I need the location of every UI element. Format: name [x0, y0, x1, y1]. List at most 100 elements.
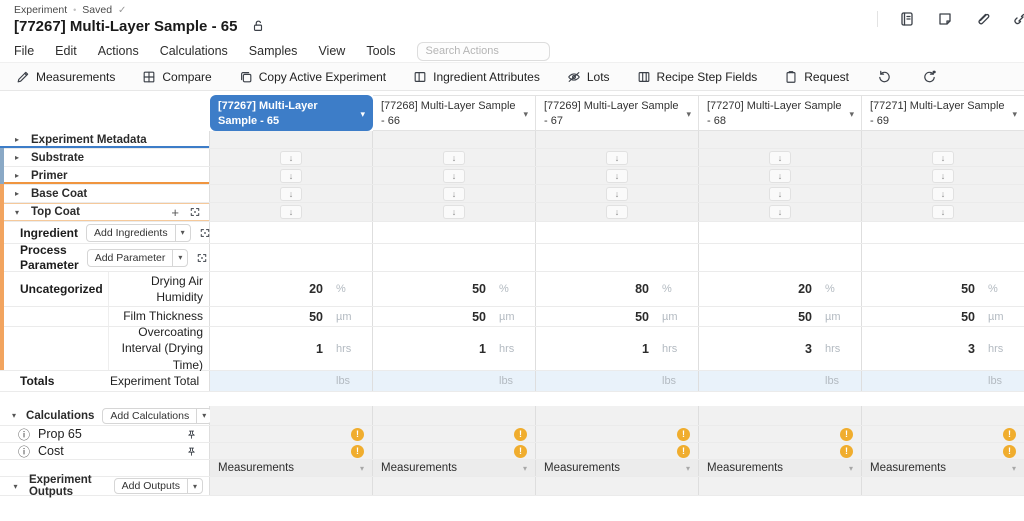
- warning-icon[interactable]: !: [677, 444, 690, 458]
- calc-cell[interactable]: !: [210, 426, 373, 442]
- fill-down-icon[interactable]: ↓: [606, 168, 628, 183]
- fill-down-icon[interactable]: ↓: [932, 168, 954, 183]
- apply-all-icon[interactable]: [199, 227, 211, 239]
- menu-actions[interactable]: Actions: [97, 44, 139, 58]
- apply-all-icon[interactable]: [189, 206, 201, 218]
- measurements-dropdown[interactable]: Measurements ▾: [373, 460, 536, 476]
- fill-down-icon[interactable]: ↓: [932, 150, 954, 165]
- menu-samples[interactable]: Samples: [248, 44, 298, 58]
- calc-cell[interactable]: !: [373, 443, 536, 459]
- fill-down-icon[interactable]: ↓: [606, 205, 628, 219]
- fill-down-icon[interactable]: ↓: [769, 186, 791, 201]
- compare-button[interactable]: Compare: [142, 70, 212, 84]
- menu-file[interactable]: File: [14, 44, 35, 58]
- fill-down-icon[interactable]: ↓: [932, 186, 954, 201]
- recipe-step-fields-button[interactable]: Recipe Step Fields: [637, 70, 757, 84]
- fill-down-icon[interactable]: ↓: [280, 205, 302, 219]
- value-cell[interactable]: 50%: [373, 272, 536, 306]
- add-outputs-button[interactable]: Add Outputs ▾: [113, 478, 203, 494]
- lots-button[interactable]: Lots: [567, 70, 610, 84]
- ingredient-attributes-button[interactable]: Ingredient Attributes: [413, 70, 540, 84]
- breadcrumb-experiment[interactable]: Experiment: [14, 4, 68, 16]
- value-cell[interactable]: 50 µm: [699, 307, 862, 326]
- sample-column-header-77270[interactable]: [77270] Multi-Layer Sample - 68 ▾: [699, 95, 862, 131]
- info-icon[interactable]: ⓘ: [18, 444, 31, 459]
- value-cell[interactable]: 50 µm: [536, 307, 699, 326]
- section-base-coat[interactable]: ▸ Base Coat: [0, 184, 210, 202]
- search-actions-input[interactable]: [416, 41, 550, 61]
- measurements-dropdown[interactable]: Measurements ▾: [536, 460, 699, 476]
- fill-down-icon[interactable]: ↓: [606, 150, 628, 165]
- section-experiment-metadata[interactable]: ▸ Experiment Metadata: [0, 131, 210, 148]
- add-row-button[interactable]: +: [171, 204, 179, 220]
- calc-cell[interactable]: !: [699, 426, 862, 442]
- warning-icon[interactable]: !: [840, 427, 853, 441]
- value-cell[interactable]: 1 hrs: [536, 327, 699, 370]
- value-cell[interactable]: 50 µm: [210, 307, 373, 326]
- value-cell[interactable]: 3 hrs: [699, 327, 862, 370]
- calc-cell[interactable]: !: [862, 426, 1024, 442]
- warning-icon[interactable]: !: [840, 444, 853, 458]
- chevron-down-icon[interactable]: ▾: [172, 249, 187, 266]
- value-cell[interactable]: 3 hrs: [862, 327, 1024, 370]
- fill-down-icon[interactable]: ↓: [932, 205, 954, 219]
- sample-column-header-77269[interactable]: [77269] Multi-Layer Sample - 67 ▾: [536, 95, 699, 131]
- section-substrate[interactable]: ▸ Substrate: [0, 148, 210, 166]
- value-cell[interactable]: 1 hrs: [373, 327, 536, 370]
- sample-column-header-77271[interactable]: [77271] Multi-Layer Sample - 69 ▾: [862, 95, 1024, 131]
- value-cell[interactable]: 50 µm: [862, 307, 1024, 326]
- info-icon[interactable]: ⓘ: [18, 427, 31, 442]
- menu-edit[interactable]: Edit: [55, 44, 77, 58]
- fill-down-icon[interactable]: ↓: [280, 150, 302, 165]
- calc-cell[interactable]: !: [210, 443, 373, 459]
- warning-icon[interactable]: !: [514, 444, 527, 458]
- sample-column-header-77267[interactable]: [77267] Multi-Layer Sample - 65 ▾: [210, 95, 373, 131]
- chevron-down-icon[interactable]: ▾: [1012, 108, 1017, 119]
- section-experiment-outputs[interactable]: ▾ Experiment Outputs Add Outputs ▾: [0, 474, 210, 498]
- fill-down-icon[interactable]: ↓: [280, 186, 302, 201]
- link-icon[interactable]: [1012, 10, 1024, 28]
- expand-icon[interactable]: ▸: [14, 135, 19, 144]
- fill-down-icon[interactable]: ↓: [443, 150, 465, 165]
- value-cell[interactable]: 20%: [210, 272, 373, 306]
- value-cell[interactable]: 20%: [699, 272, 862, 306]
- chevron-down-icon[interactable]: ▾: [360, 108, 365, 119]
- value-cell[interactable]: 1 hrs: [210, 327, 373, 370]
- measurements-dropdown[interactable]: Measurements ▾: [210, 460, 373, 476]
- chevron-down-icon[interactable]: ▾: [686, 108, 691, 119]
- expand-icon[interactable]: ▸: [14, 171, 19, 180]
- measurements-button[interactable]: Measurements: [16, 70, 115, 84]
- fill-down-icon[interactable]: ↓: [280, 168, 302, 183]
- unlock-icon[interactable]: [249, 17, 267, 35]
- value-cell[interactable]: 50 µm: [373, 307, 536, 326]
- calc-cell[interactable]: !: [373, 426, 536, 442]
- calc-cell[interactable]: !: [862, 443, 1024, 459]
- value-cell[interactable]: 50%: [862, 272, 1024, 306]
- expand-icon[interactable]: ▸: [14, 153, 19, 162]
- note-icon[interactable]: [936, 10, 954, 28]
- fill-down-icon[interactable]: ↓: [606, 186, 628, 201]
- redo-icon[interactable]: [921, 68, 939, 86]
- fill-down-icon[interactable]: ↓: [769, 168, 791, 183]
- journal-icon[interactable]: [898, 10, 916, 28]
- apply-all-icon[interactable]: [196, 252, 208, 264]
- section-calculations[interactable]: ▾ Calculations Add Calculations ▾: [0, 406, 213, 425]
- copy-active-experiment-button[interactable]: Copy Active Experiment: [239, 70, 386, 84]
- calc-cell[interactable]: !: [699, 443, 862, 459]
- fill-down-icon[interactable]: ↓: [443, 168, 465, 183]
- calc-cell[interactable]: !: [536, 443, 699, 459]
- warning-icon[interactable]: !: [1003, 444, 1016, 458]
- warning-icon[interactable]: !: [351, 444, 364, 458]
- add-parameter-button[interactable]: Add Parameter ▾: [86, 248, 189, 267]
- calc-cell[interactable]: !: [536, 426, 699, 442]
- fill-down-icon[interactable]: ↓: [443, 205, 465, 219]
- chevron-down-icon[interactable]: ▾: [523, 108, 528, 119]
- menu-tools[interactable]: Tools: [366, 44, 396, 58]
- fill-down-icon[interactable]: ↓: [443, 186, 465, 201]
- request-button[interactable]: Request: [784, 70, 849, 84]
- warning-icon[interactable]: !: [1003, 427, 1016, 441]
- menu-view[interactable]: View: [318, 44, 346, 58]
- chevron-down-icon[interactable]: ▾: [174, 224, 190, 241]
- sample-column-header-77268[interactable]: [77268] Multi-Layer Sample - 66 ▾: [373, 95, 536, 131]
- pin-icon[interactable]: [186, 429, 197, 440]
